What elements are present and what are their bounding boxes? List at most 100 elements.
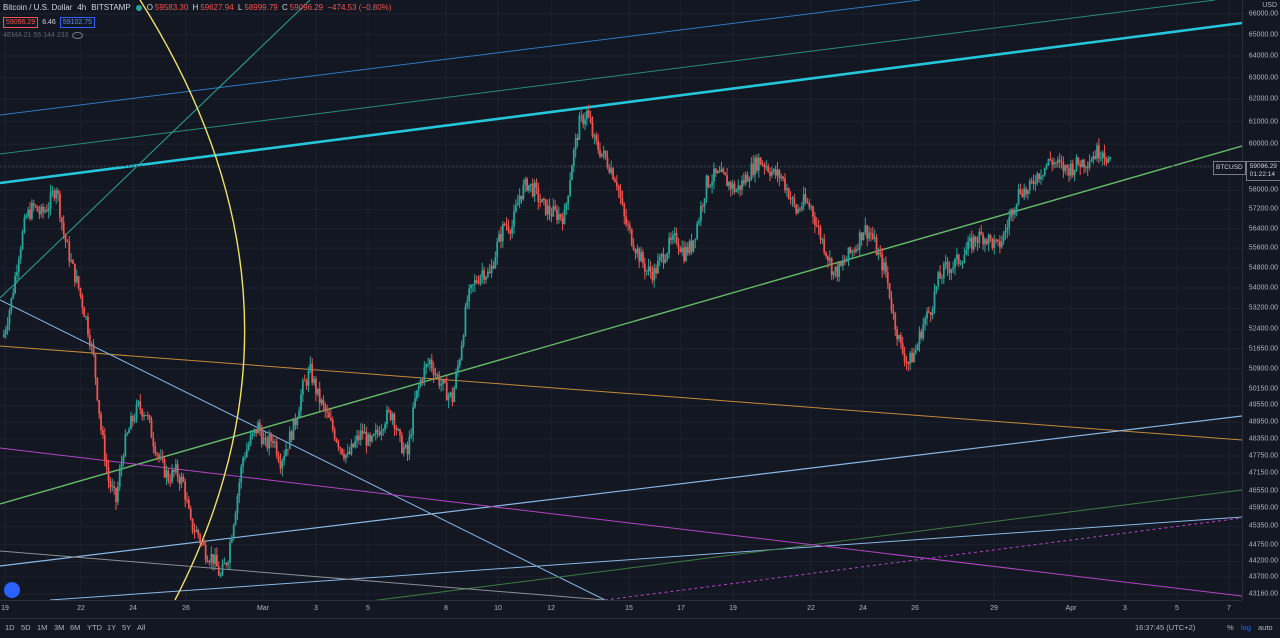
candle-body [311, 363, 314, 383]
candle-body [300, 394, 302, 411]
candle-body [328, 412, 330, 418]
auto-toggle[interactable]: auto [1258, 623, 1273, 632]
trendline-lightblue-up[interactable] [0, 415, 1243, 567]
candle-body [483, 270, 486, 280]
candle-body [128, 429, 130, 434]
chart-pane[interactable]: Bitcoin / U.S. Dollar 4h BITSTAMP O 59583… [0, 0, 1243, 611]
candle-body [909, 352, 912, 364]
percent-toggle[interactable]: % [1227, 623, 1234, 632]
candle-body [920, 331, 923, 339]
candle-body [2, 334, 5, 338]
candle-body [724, 172, 727, 176]
candle-body [17, 259, 20, 273]
candle-body [806, 202, 809, 204]
candle-body [475, 280, 478, 283]
clock-label[interactable]: 16:37:45 (UTC+2) [1135, 623, 1196, 632]
timeframe-button-all[interactable]: All [137, 623, 146, 632]
timeframe-button-3m[interactable]: 3M [54, 623, 65, 632]
candle-body [455, 372, 457, 388]
candle-body [96, 377, 99, 400]
trendline-green-support[interactable] [0, 145, 1243, 505]
eye-icon[interactable] [72, 32, 84, 39]
timeframe-button-ytd[interactable]: YTD [87, 623, 102, 632]
candle-body [769, 171, 771, 176]
candle-body [195, 529, 198, 532]
candle-body [1036, 173, 1039, 184]
candle-body [324, 404, 327, 412]
candle-body [970, 237, 973, 250]
trendline-lightblue-bottom[interactable] [49, 516, 1243, 601]
trendline-magenta[interactable] [0, 447, 1243, 597]
trendline-teal-upper[interactable] [0, 0, 1216, 155]
trendline-teal-diagonal[interactable] [0, 0, 311, 299]
candle-body [604, 150, 607, 158]
symbol-name[interactable]: Bitcoin / U.S. Dollar [3, 3, 73, 12]
candle-body [275, 441, 278, 456]
exchange-label: BITSTAMP [91, 3, 131, 12]
indicator-legend[interactable]: 4EMA 21 55 144 233 [3, 32, 84, 39]
candle-body [62, 222, 65, 235]
candle-body [440, 384, 443, 386]
chart-canvas[interactable] [0, 0, 1243, 611]
interval-label[interactable]: 4h [77, 3, 87, 12]
trendline-lightblue-down[interactable] [0, 299, 606, 601]
candle-body [643, 263, 646, 272]
trendline-gray[interactable] [0, 550, 606, 601]
fib-arc-yellow[interactable] [139, 0, 246, 601]
candle-body [199, 534, 201, 542]
candle-body [543, 198, 545, 200]
candle-body [197, 529, 200, 535]
timeframe-button-1y[interactable]: 1Y [107, 623, 117, 632]
candle-body [518, 195, 521, 203]
trendline-purple-dashed[interactable] [604, 517, 1243, 601]
indicator-label[interactable]: 4EMA 21 55 144 233 [3, 32, 69, 39]
ask-price-button[interactable]: 59102.75 [59, 17, 96, 28]
candle-body [247, 444, 250, 450]
trendline-orange[interactable] [0, 345, 1243, 441]
candle-body [526, 178, 529, 191]
candle-body [238, 482, 241, 496]
timeframe-button-6m[interactable]: 6M [70, 623, 81, 632]
candle-body [159, 456, 162, 458]
candle-body [851, 250, 854, 253]
candle-body [617, 186, 620, 191]
tradingview-logo-icon[interactable] [4, 582, 20, 598]
timeframe-button-1m[interactable]: 1M [37, 623, 48, 632]
trendline-cyan-thick[interactable] [0, 21, 1243, 185]
candle-body [610, 168, 613, 173]
trendline-blue-upper[interactable] [0, 0, 921, 116]
candle-body [1032, 180, 1035, 185]
candle-body [1064, 165, 1067, 172]
candle-body [44, 210, 46, 212]
bid-price-button[interactable]: 59096.29 [3, 17, 39, 28]
time-axis[interactable]: 19 22 24 26 Mar 3 5 8 10 12 15 17 19 22 24 26 29 Apr 3 5 7 [0, 600, 1242, 619]
candle-body [780, 176, 783, 179]
timeframe-button-1d[interactable]: 1D [5, 623, 15, 632]
candle-body [240, 466, 243, 483]
candle-body [671, 235, 674, 240]
candle-body [991, 238, 994, 248]
log-toggle[interactable]: log [1241, 623, 1252, 632]
candle-body [215, 554, 218, 567]
candle-body [75, 276, 78, 283]
price-tick: 45950.00 [1248, 504, 1278, 512]
trendline-darkgreen[interactable] [299, 489, 1243, 611]
timeframe-button-5y[interactable]: 5Y [122, 623, 132, 632]
symbol-legend[interactable]: Bitcoin / U.S. Dollar 4h BITSTAMP O 59583… [3, 3, 393, 12]
candle-body [386, 409, 388, 425]
time-tick: 15 [625, 605, 633, 612]
candle-body [184, 481, 187, 500]
price-tick: 60000.00 [1248, 140, 1278, 148]
candle-body [51, 191, 54, 193]
timeframe-button-5d[interactable]: 5D [21, 623, 31, 632]
candle-body [1004, 231, 1007, 233]
candle-body [623, 204, 626, 217]
candle-body [1055, 162, 1057, 164]
candle-body [221, 564, 224, 575]
price-axis[interactable]: USD 66000.00 65000.00 64000.00 63000.00 6200… [1242, 0, 1280, 600]
candle-body [726, 175, 728, 187]
candle-body [1013, 209, 1016, 215]
candle-body [163, 459, 166, 478]
candle-body [903, 353, 906, 362]
candle-body [152, 437, 155, 447]
